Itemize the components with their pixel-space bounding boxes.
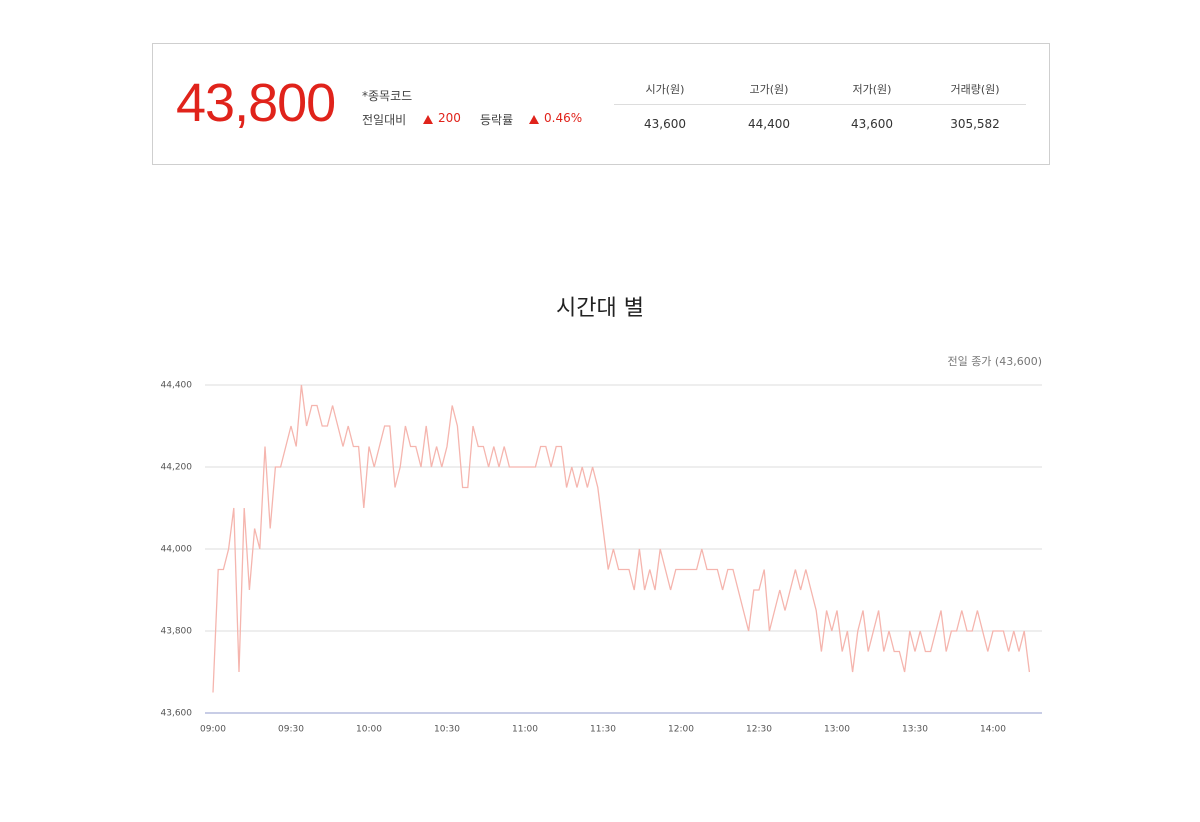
annotation: 전일 종가 (43,600) [947,354,1042,368]
rate-label: 등락률 [480,113,514,127]
change-value: 200 [438,111,461,125]
quote-panel [152,43,1050,165]
table-header: 시가(원) [645,83,685,96]
y-tick-label: 44,200 [161,463,193,473]
x-tick-label: 10:00 [356,725,382,735]
up-icon [423,115,433,124]
table-header: 고가(원) [749,83,789,96]
y-tick-label: 43,800 [161,627,193,637]
x-tick-label: 13:30 [902,725,928,735]
y-tick-label: 43,600 [161,709,193,719]
y-tick-label: 44,400 [161,381,193,391]
x-tick-label: 09:00 [200,725,226,735]
table-value: 43,600 [851,117,893,131]
x-tick-label: 12:00 [668,725,694,735]
chart-title: 시간대 별 [556,296,644,321]
x-tick-label: 09:30 [278,725,304,735]
table-divider [614,104,1026,105]
y-tick-label: 44,000 [161,545,193,555]
x-tick-label: 10:30 [434,725,460,735]
table-value: 305,582 [950,117,1000,131]
x-tick-label: 11:30 [590,725,616,735]
table-header: 저가(원) [852,83,892,96]
up-icon [529,115,539,124]
table-value: 43,600 [644,117,686,131]
price: 43,800 [176,73,336,133]
x-tick-label: 12:30 [746,725,772,735]
x-tick-label: 14:00 [980,725,1006,735]
table-value: 44,400 [748,117,790,131]
code-label: *종목코드 [362,89,413,103]
rate-value: 0.46% [544,111,583,125]
price-line [212,384,1031,693]
table-header: 거래량(원) [950,83,1000,96]
change-label: 전일대비 [362,113,407,127]
x-tick-label: 11:00 [512,725,538,735]
x-tick-label: 13:00 [824,725,850,735]
